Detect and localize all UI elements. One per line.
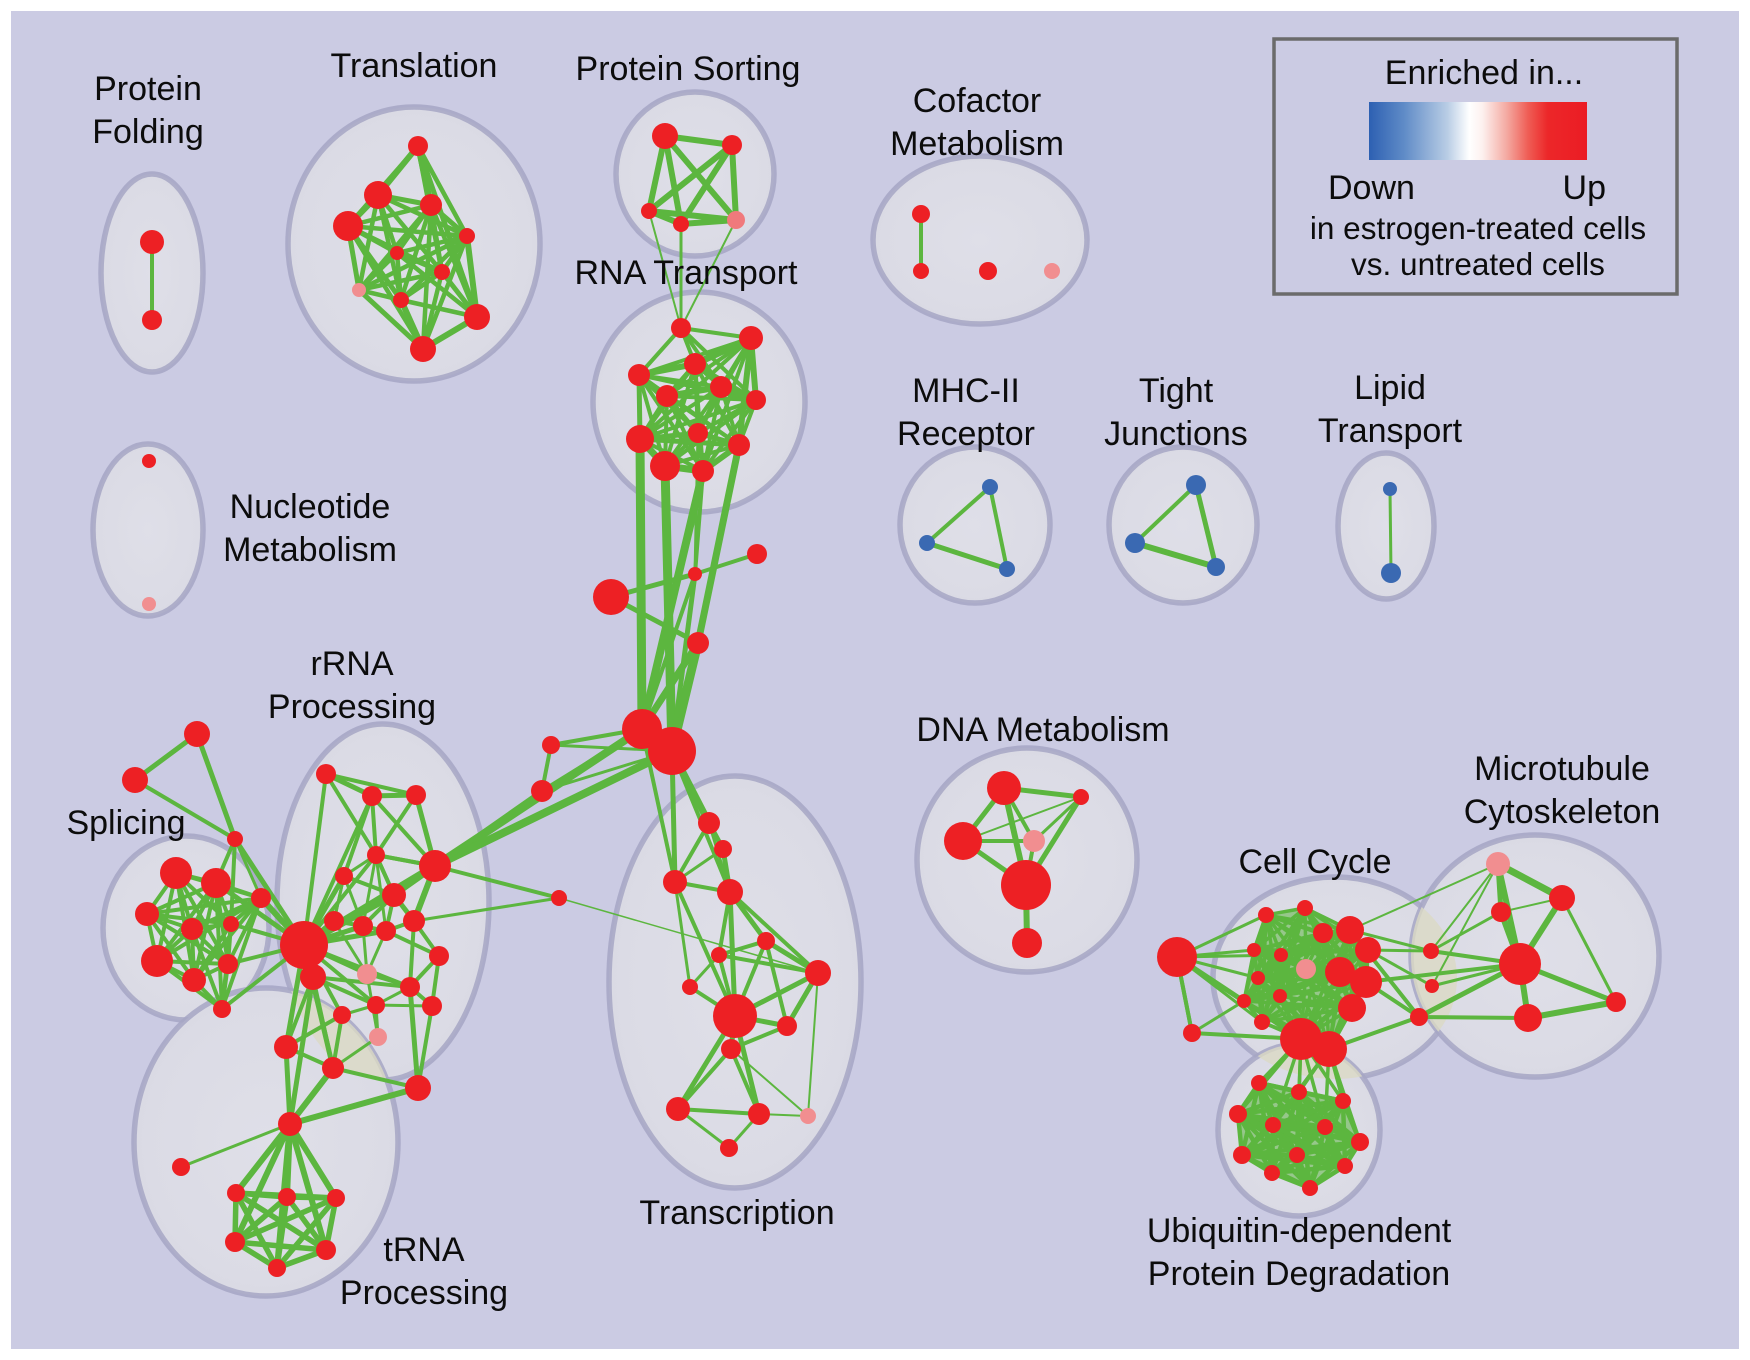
svg-text:tRNA: tRNA xyxy=(383,1231,465,1269)
svg-text:Protein Sorting: Protein Sorting xyxy=(576,50,801,88)
svg-text:Transcription: Transcription xyxy=(639,1194,834,1232)
svg-text:Up: Up xyxy=(1563,169,1606,207)
svg-text:Down: Down xyxy=(1328,169,1415,207)
svg-text:Cytoskeleton: Cytoskeleton xyxy=(1464,793,1661,831)
svg-text:Cell Cycle: Cell Cycle xyxy=(1238,843,1391,881)
svg-text:Tight: Tight xyxy=(1139,372,1214,410)
svg-text:rRNA: rRNA xyxy=(310,645,393,683)
svg-text:Junctions: Junctions xyxy=(1104,415,1248,453)
svg-text:Protein Degradation: Protein Degradation xyxy=(1148,1255,1450,1293)
svg-text:RNA Transport: RNA Transport xyxy=(575,254,799,292)
svg-text:in estrogen-treated cells: in estrogen-treated cells xyxy=(1310,210,1646,246)
svg-text:vs. untreated cells: vs. untreated cells xyxy=(1351,246,1605,282)
svg-text:Translation: Translation xyxy=(331,47,498,85)
svg-text:DNA Metabolism: DNA Metabolism xyxy=(916,711,1169,749)
svg-text:Metabolism: Metabolism xyxy=(223,531,397,569)
svg-text:Protein: Protein xyxy=(94,70,202,108)
svg-text:Processing: Processing xyxy=(268,688,436,726)
svg-text:Receptor: Receptor xyxy=(897,415,1035,453)
svg-text:Ubiquitin-dependent: Ubiquitin-dependent xyxy=(1147,1212,1452,1250)
svg-text:Microtubule: Microtubule xyxy=(1474,750,1650,788)
svg-text:Folding: Folding xyxy=(92,113,204,151)
svg-text:Enriched in...: Enriched in... xyxy=(1385,54,1583,92)
svg-text:MHC-II: MHC-II xyxy=(912,372,1020,410)
svg-text:Processing: Processing xyxy=(340,1274,508,1312)
svg-text:Nucleotide: Nucleotide xyxy=(230,488,391,526)
svg-text:Splicing: Splicing xyxy=(66,804,185,842)
svg-text:Metabolism: Metabolism xyxy=(890,125,1064,163)
svg-text:Transport: Transport xyxy=(1318,412,1463,450)
svg-text:Lipid: Lipid xyxy=(1354,369,1426,407)
svg-text:Cofactor: Cofactor xyxy=(913,82,1042,120)
